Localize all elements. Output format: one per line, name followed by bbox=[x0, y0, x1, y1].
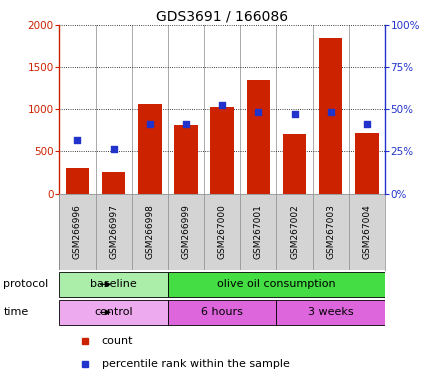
Text: GSM267004: GSM267004 bbox=[363, 205, 371, 259]
Text: GSM267002: GSM267002 bbox=[290, 205, 299, 259]
Bar bbox=[174, 125, 198, 194]
Bar bbox=[355, 133, 379, 194]
Point bbox=[147, 121, 154, 127]
Text: control: control bbox=[94, 307, 133, 318]
Title: GDS3691 / 166086: GDS3691 / 166086 bbox=[156, 10, 288, 23]
Bar bbox=[276, 300, 385, 325]
Text: GSM267001: GSM267001 bbox=[254, 205, 263, 259]
Text: GSM267000: GSM267000 bbox=[218, 205, 227, 259]
Bar bbox=[283, 134, 306, 194]
Bar bbox=[246, 80, 270, 194]
Text: time: time bbox=[3, 307, 29, 318]
Point bbox=[110, 146, 117, 152]
Point bbox=[255, 109, 262, 115]
Point bbox=[363, 121, 370, 127]
Text: GSM266997: GSM266997 bbox=[109, 205, 118, 259]
Point bbox=[219, 102, 226, 108]
Bar bbox=[59, 272, 168, 297]
Point bbox=[327, 109, 334, 116]
Bar bbox=[102, 172, 125, 194]
Text: GSM267003: GSM267003 bbox=[326, 205, 335, 259]
Text: GSM266996: GSM266996 bbox=[73, 205, 82, 259]
Bar bbox=[210, 108, 234, 194]
Point bbox=[183, 121, 190, 127]
Text: baseline: baseline bbox=[90, 279, 137, 290]
Text: olive oil consumption: olive oil consumption bbox=[217, 279, 336, 290]
Bar bbox=[319, 38, 342, 194]
Text: percentile rank within the sample: percentile rank within the sample bbox=[102, 359, 290, 369]
Bar bbox=[66, 168, 89, 194]
Point bbox=[291, 111, 298, 117]
Bar bbox=[138, 104, 161, 194]
Text: GSM266998: GSM266998 bbox=[145, 205, 154, 259]
Text: GSM266999: GSM266999 bbox=[182, 205, 191, 259]
Text: 6 hours: 6 hours bbox=[201, 307, 243, 318]
Point bbox=[74, 137, 81, 143]
Bar bbox=[168, 272, 385, 297]
Text: 3 weeks: 3 weeks bbox=[308, 307, 354, 318]
Bar bbox=[59, 300, 168, 325]
Text: protocol: protocol bbox=[3, 279, 48, 290]
Text: count: count bbox=[102, 336, 133, 346]
Bar bbox=[168, 300, 276, 325]
